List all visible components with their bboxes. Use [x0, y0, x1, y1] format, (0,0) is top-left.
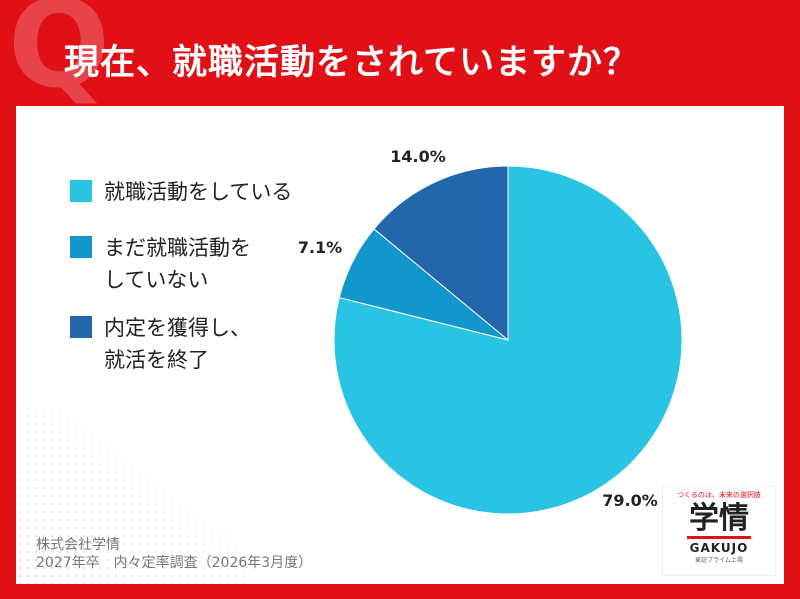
legend-label-2: 内定を獲得し、 就活を終了	[104, 316, 251, 372]
slice-value-label-1: 7.1%	[298, 238, 342, 257]
pie-slice-2	[373, 165, 509, 342]
legend-swatch-0	[70, 180, 92, 202]
chart-title: 現在、就職活動をされていますか？	[64, 43, 639, 83]
source-company: 株式会社学情	[36, 537, 120, 553]
logo-en: GAKUJO	[689, 541, 749, 555]
legend-swatch-1	[70, 236, 92, 258]
legend-item-2: 内定を獲得し、 就活を終了	[70, 312, 304, 376]
slice-value-label-0: 79.0%	[602, 491, 658, 510]
logo-sub: 東証プライム上場	[695, 557, 743, 564]
gakujo-logo: つくるのは、未来の選択肢 学情 GAKUJO 東証プライム上場	[662, 486, 776, 576]
slice-value-label-2: 14.0%	[390, 147, 446, 166]
source-survey: 2027年卒 内々定率調査（2026年3月度）	[36, 555, 313, 571]
legend-label-0: 就職活動をしている	[104, 180, 293, 204]
dot-pattern-decoration	[16, 404, 246, 584]
logo-main: 学情	[689, 501, 749, 536]
legend-label-1: まだ就職活動を していない	[104, 236, 251, 292]
q-watermark: Q	[8, 0, 111, 115]
legend-item-1: まだ就職活動を していない	[70, 232, 304, 296]
legend-swatch-2	[70, 316, 92, 338]
source-note: 株式会社学情 2027年卒 内々定率調査（2026年3月度）	[36, 536, 312, 572]
logo-bar	[687, 536, 751, 539]
legend-item-0: 就職活動をしている	[70, 176, 304, 208]
logo-tagline: つくるのは、未来の選択肢	[677, 491, 761, 499]
